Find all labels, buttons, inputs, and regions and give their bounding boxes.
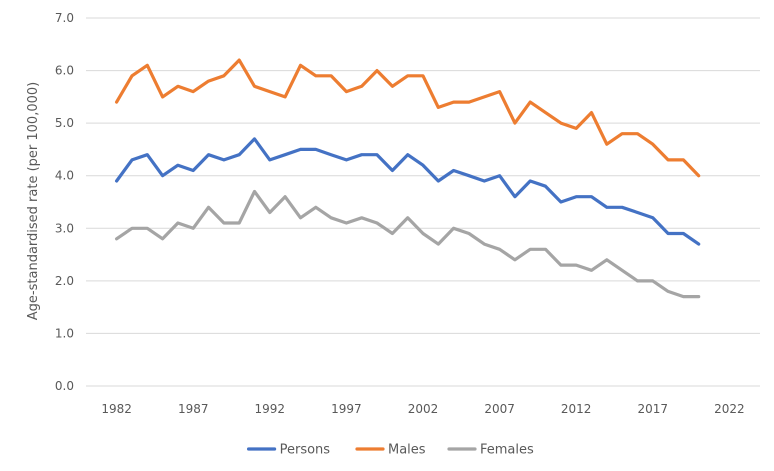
x-axis-tick-labels: 1982 1987 1992 1997 2002 2007 2012 2017 2022 <box>101 402 744 416</box>
x-tick-label: 1982 <box>101 402 132 416</box>
x-tick-label: 2012 <box>561 402 592 416</box>
series-line-males <box>114 58 701 178</box>
y-axis-title: Age-standardised rate (per 100,000) <box>26 82 41 320</box>
y-tick-label: 4.0 <box>55 169 74 183</box>
y-axis-tick-labels: 0.0 1.0 2.0 3.0 4.0 5.0 6.0 7.0 <box>55 11 74 393</box>
x-tick-label: 1997 <box>331 402 362 416</box>
y-tick-label: 6.0 <box>55 64 74 78</box>
series-lines <box>114 58 701 299</box>
x-tick-label: 2022 <box>714 402 745 416</box>
y-tick-label: 3.0 <box>55 221 74 235</box>
x-tick-label: 2002 <box>408 402 439 416</box>
y-tick-label: 5.0 <box>55 116 74 130</box>
x-tick-label: 1987 <box>178 402 209 416</box>
gridlines <box>86 17 760 387</box>
series-line-persons <box>114 137 701 246</box>
legend-item-females: Females <box>447 443 534 458</box>
x-tick-label: 2017 <box>637 402 668 416</box>
legend-label: Persons <box>280 443 331 458</box>
legend-label: Females <box>480 443 534 458</box>
x-tick-label: 1992 <box>255 402 286 416</box>
legend-item-persons: Persons <box>247 443 331 458</box>
x-tick-label: 2007 <box>484 402 515 416</box>
series-line-females <box>114 189 701 299</box>
legend-label: Males <box>388 443 426 458</box>
y-tick-label: 0.0 <box>55 379 74 393</box>
y-tick-label: 2.0 <box>55 274 74 288</box>
y-tick-label: 7.0 <box>55 11 74 25</box>
y-tick-label: 1.0 <box>55 326 74 340</box>
legend-item-males: Males <box>355 443 426 458</box>
legend: Persons Males Females <box>247 443 534 458</box>
